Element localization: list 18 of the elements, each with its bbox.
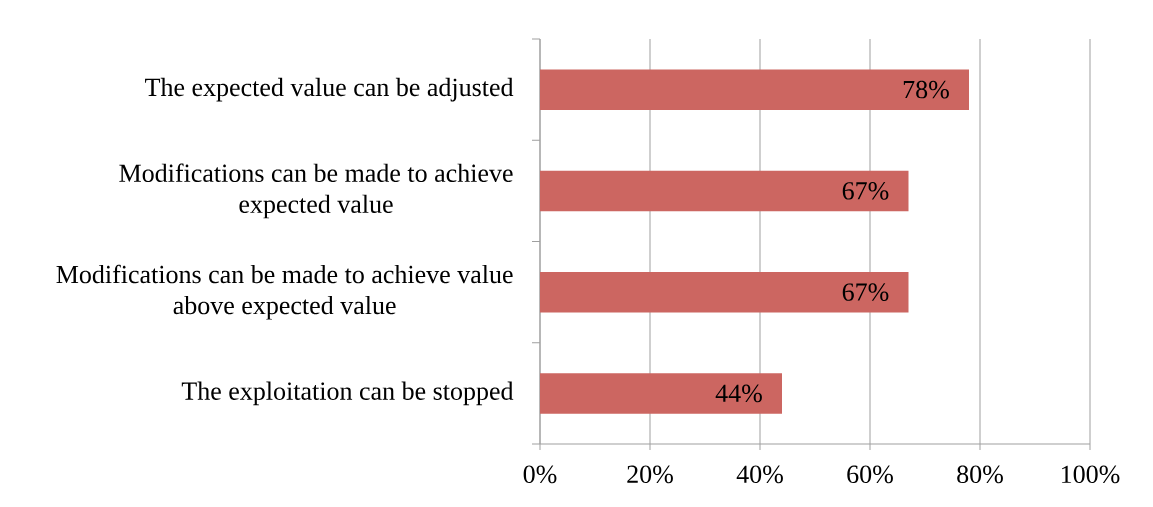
x-tick-label: 20%	[627, 465, 673, 484]
data-label: 67%	[842, 182, 889, 200]
data-label: 67%	[842, 283, 889, 301]
x-tick-label: 40%	[736, 465, 783, 484]
bar	[540, 170, 909, 212]
y-tick-label: The expected value can be adjusted	[145, 77, 514, 102]
bar	[540, 373, 782, 414]
y-tick-label: Modifications can be made to achieve expected value	[119, 163, 513, 219]
x-tick-label: 0%	[523, 465, 557, 484]
x-tick-label: 60%	[847, 465, 893, 484]
y-tick-label: Modifications can be made to achieve value above expected value	[56, 264, 513, 320]
x-tick-label: 80%	[957, 465, 1003, 484]
bar	[540, 69, 969, 110]
data-label: 78%	[903, 80, 949, 99]
data-label: 44%	[715, 384, 762, 403]
x-tick-label: 100%	[1061, 465, 1120, 484]
bar	[540, 271, 909, 313]
y-tick-label: The exploitation can be stopped	[181, 381, 514, 406]
